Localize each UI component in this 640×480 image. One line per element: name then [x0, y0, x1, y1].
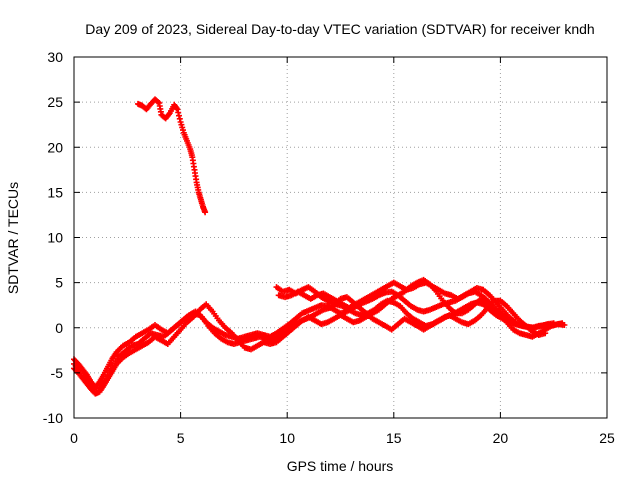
- x-tick-label: 0: [70, 430, 78, 446]
- x-tick-label: 5: [177, 430, 185, 446]
- x-tick-label: 15: [386, 430, 402, 446]
- data-marker: [107, 365, 114, 372]
- y-tick-label: 30: [47, 49, 63, 65]
- x-tick-label: 25: [599, 430, 615, 446]
- data-point: [559, 320, 566, 327]
- y-tick-label: 10: [47, 230, 63, 246]
- y-tick-label: 0: [55, 320, 63, 336]
- y-tick-label: 25: [47, 94, 63, 110]
- axis-ticks: 0 5 10 15 20 25 -10 -5 0 5 10 15 20 25 30: [43, 49, 615, 446]
- y-tick-label: -10: [43, 410, 63, 426]
- y-tick-label: 15: [47, 184, 63, 200]
- series-upper-track: [135, 96, 209, 216]
- chart-title: Day 209 of 2023, Sidereal Day-to-day VTE…: [85, 21, 594, 37]
- y-tick-label: 5: [55, 275, 63, 291]
- series-track-d: [273, 284, 549, 338]
- plot-frame: [73, 56, 608, 419]
- x-axis-label: GPS time / hours: [287, 458, 394, 474]
- x-tick-label: 10: [279, 430, 295, 446]
- y-tick-label: -5: [51, 365, 64, 381]
- x-tick-label: 20: [493, 430, 509, 446]
- y-tick-label: 20: [47, 139, 63, 155]
- data-marker: [104, 372, 111, 379]
- data-point: [103, 375, 109, 382]
- data-point: [512, 319, 519, 326]
- grid-lines: [74, 57, 607, 418]
- series-track-c: [71, 297, 557, 392]
- series-track-e: [275, 279, 519, 326]
- data-point: [542, 330, 549, 337]
- data-series: [71, 96, 568, 397]
- data-point: [550, 320, 557, 327]
- y-axis-label: SDTVAR / TECUs: [5, 182, 21, 294]
- data-point: [202, 209, 209, 216]
- data-marker: [106, 369, 113, 375]
- data-marker: [155, 99, 162, 106]
